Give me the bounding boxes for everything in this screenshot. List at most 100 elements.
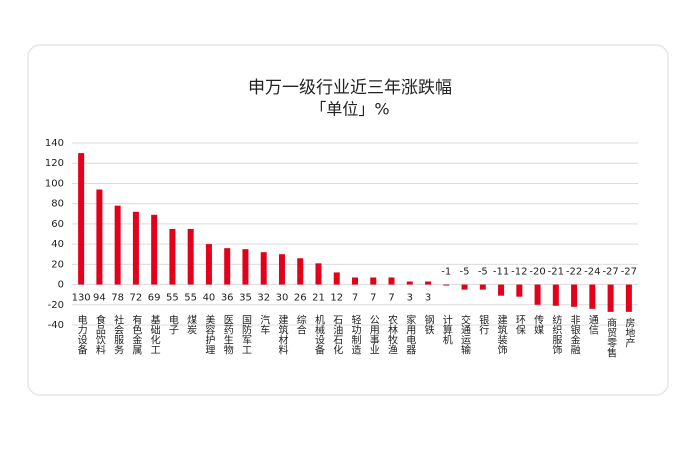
bar [498,284,505,296]
x-tick-label: 有色金属 [130,313,142,355]
bar [297,258,304,285]
x-tick-label: 医药生物 [221,314,233,355]
x-tick-label: 建筑材料 [276,313,288,355]
value-label: 55 [184,293,197,304]
bar [625,284,632,312]
x-tick-label: 传媒 [532,314,544,335]
bar [333,272,340,285]
bar [278,254,285,285]
y-tick-label: 40 [51,239,64,250]
y-tick-label: 80 [51,199,64,210]
x-tick-label: 家用电器 [404,313,416,355]
value-label: -27 [602,267,618,278]
x-tick-label: 轻功制造 [349,313,361,354]
y-tick-label: 60 [51,219,64,230]
value-label: 69 [148,293,161,304]
value-label: -1 [441,267,451,278]
bar [425,281,432,285]
x-tick-label: 房地产 [623,317,635,349]
bar [370,277,377,285]
bar [205,244,212,285]
x-tick-label: 非银金融 [568,314,580,355]
value-label: 36 [221,293,234,304]
x-tick-label: 交通运输 [459,313,471,355]
bar [187,228,194,285]
value-label: -27 [621,267,637,278]
value-label: 3 [425,293,431,304]
x-tick-label: 基础化工 [148,313,160,354]
bar [534,284,541,305]
bar [443,284,450,286]
y-tick-label: 100 [45,178,64,189]
value-label: 78 [111,293,124,304]
value-label: 26 [294,293,307,304]
value-label: -24 [584,267,600,278]
y-tick-label: 20 [51,259,64,270]
bar [260,252,267,285]
chart-subtitle: 「单位」% [310,100,389,119]
bar [315,263,322,285]
x-tick-label: 综合 [294,313,306,335]
x-tick-label: 银行 [477,313,489,335]
x-tick-label: 美容护理 [203,313,215,354]
x-tick-label: 电子 [166,313,178,334]
x-tick-label: 电力设备 [75,313,87,355]
bar [224,248,231,285]
y-tick-label: 140 [45,138,64,149]
bar [114,205,121,285]
value-label: -21 [548,267,564,278]
x-tick-label: 公用事业 [367,315,379,355]
value-label: 55 [166,293,179,304]
value-label: 32 [257,293,270,304]
bar [607,284,614,312]
bar [479,284,486,290]
x-tick-label: 农林牧渔 [386,313,398,355]
x-tick-label: 国防军工 [239,314,251,354]
x-tick-label: 纺织服饰 [550,313,562,355]
x-tick-label: 计算机 [440,313,452,345]
value-label: 30 [276,293,289,304]
value-label: -11 [493,267,509,278]
x-tick-label: 石油石化 [331,315,343,355]
value-label: 130 [72,293,91,304]
value-label: 21 [312,293,325,304]
value-label: 35 [239,293,252,304]
value-label: -20 [529,267,545,278]
value-label: 7 [370,293,376,304]
x-tick-label: 食品饮料 [93,313,105,355]
value-label: 7 [352,293,358,304]
x-tick-label: 建筑装饰 [495,313,507,355]
value-label: -5 [460,267,470,278]
value-label: -5 [478,267,488,278]
bar [169,228,176,285]
x-tick-label: 通信 [586,315,598,336]
x-tick-label: 商贸零售 [605,317,617,359]
x-tick-label: 钢铁 [422,313,434,335]
value-label: 12 [330,293,343,304]
x-tick-label: 煤炭 [185,313,197,335]
bar [589,284,596,309]
bar [78,153,85,285]
value-label: 3 [407,293,413,304]
y-tick-label: -20 [48,300,64,311]
value-label: 72 [130,293,143,304]
bar [96,189,103,285]
bar [151,214,158,285]
bar [461,284,468,290]
value-label: -22 [566,267,582,278]
x-tick-label: 环保 [513,315,525,336]
bar [571,284,578,307]
y-tick-label: -40 [48,320,64,331]
x-tick-label: 汽车 [258,313,270,335]
value-label: 94 [93,293,106,304]
x-tick-label: 社会服务 [112,313,124,355]
value-label: 7 [388,293,394,304]
bar [132,211,139,285]
value-label: 40 [203,293,216,304]
bar [352,277,358,285]
card [27,44,669,396]
y-tick-label: 120 [45,158,64,169]
x-tick-label: 机械设备 [312,313,324,355]
